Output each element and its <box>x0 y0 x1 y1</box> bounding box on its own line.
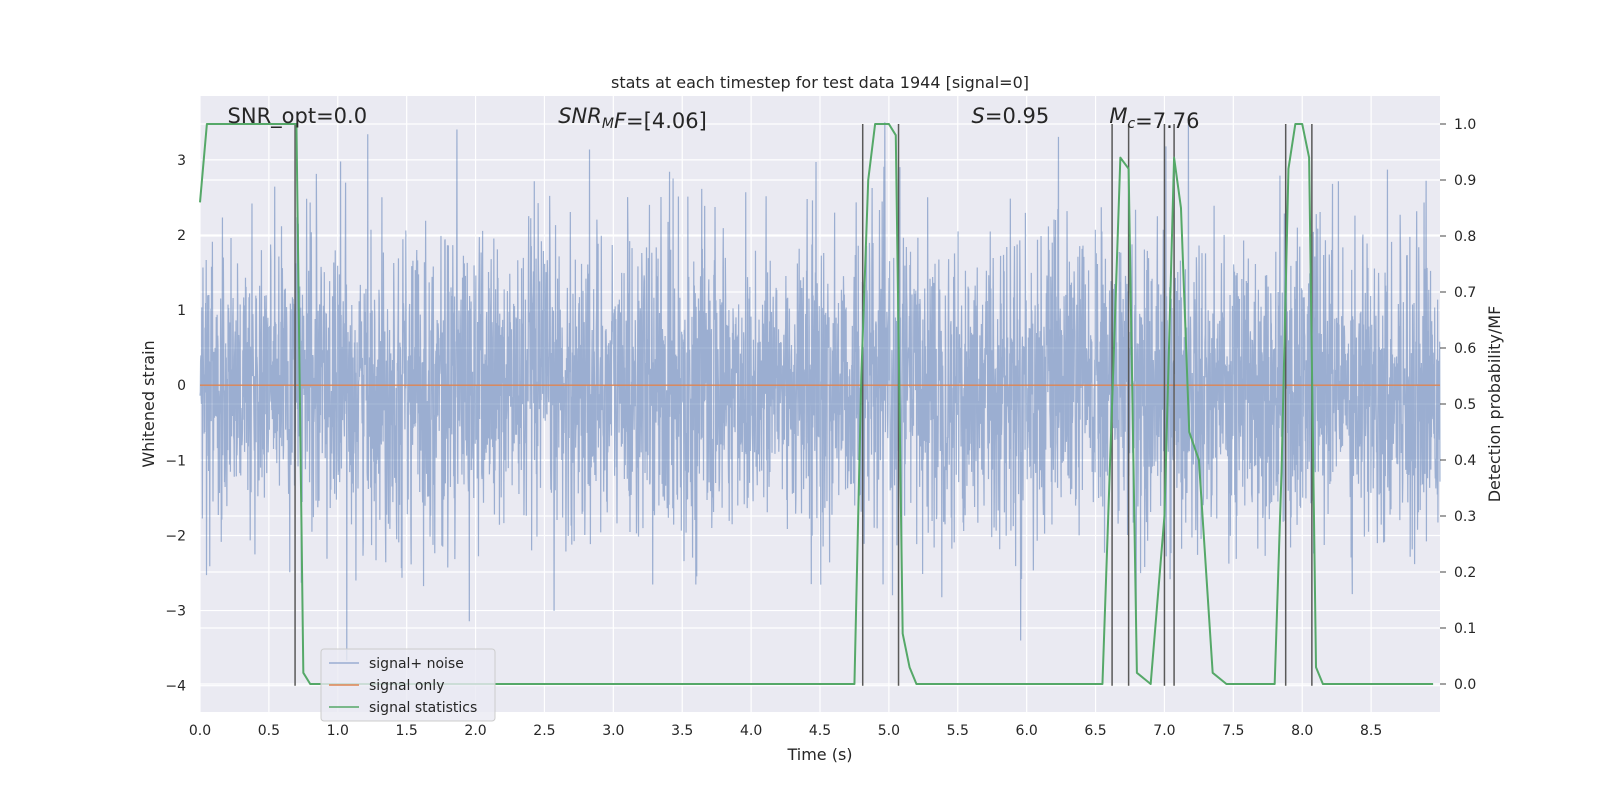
y-right-tick-label: 0.5 <box>1454 397 1476 413</box>
x-tick-label: 8.0 <box>1291 723 1313 739</box>
x-tick-label: 4.0 <box>740 723 762 739</box>
x-tick-label: 6.5 <box>1084 723 1106 739</box>
x-tick-label: 7.5 <box>1222 723 1244 739</box>
annotation-part: S <box>972 104 985 128</box>
annotation-part: =7.76 <box>1135 109 1199 133</box>
x-tick-label: 8.5 <box>1360 723 1382 739</box>
x-tick-label: 0.0 <box>189 723 211 739</box>
y-right-tick-label: 0.9 <box>1454 173 1476 189</box>
y-left-tick-label: −3 <box>165 604 186 620</box>
legend-label-signal-statistics: signal statistics <box>369 700 477 716</box>
annotations: SNR_opt=0.0 SNRMF=[4.06] S=0.95 Mc=7.76 <box>228 104 1200 133</box>
y-left-tick-label: −4 <box>165 679 186 695</box>
x-tick-label: 4.5 <box>809 723 831 739</box>
annotation-part: M <box>602 116 614 132</box>
x-tick-label: 2.0 <box>464 723 486 739</box>
y-left-tick-label: 0 <box>177 378 186 394</box>
annotation-snr_opt: SNR_opt=0.0 <box>228 104 368 129</box>
signal-noise-line <box>199 122 1441 661</box>
series-signal-noise <box>199 122 1441 661</box>
x-tick-label: 3.0 <box>602 723 624 739</box>
x-tick-label: 7.0 <box>1153 723 1175 739</box>
annotation-part: =[4.06] <box>626 109 707 133</box>
y-axis-right-label: Detection probability/MF <box>1485 306 1504 503</box>
x-axis-label: Time (s) <box>786 745 852 764</box>
annotation-part: SNR_opt=0.0 <box>228 104 368 129</box>
x-tick-label: 1.5 <box>396 723 418 739</box>
y-axis-left-ticks: 3 2 1 0 −1 −2 −3 −4 <box>165 153 186 695</box>
y-left-tick-label: −1 <box>165 453 186 469</box>
y-right-tick-label: 0.0 <box>1454 677 1476 693</box>
y-axis-right-ticks: 1.0 0.9 0.8 0.7 0.6 0.5 0.4 0.3 0.2 0.1 0.0 <box>1440 117 1476 693</box>
annotation-s: S=0.95 <box>972 104 1050 128</box>
annotation-part: c <box>1127 116 1135 132</box>
legend-label-signal-noise: signal+ noise <box>369 656 464 672</box>
series-signal-statistics <box>199 123 1434 685</box>
x-tick-label: 6.0 <box>1016 723 1038 739</box>
y-right-tick-label: 0.4 <box>1454 453 1476 469</box>
x-tick-label: 0.5 <box>258 723 280 739</box>
legend: signal+ noise signal only signal statist… <box>320 648 496 722</box>
y-right-tick-label: 0.2 <box>1454 565 1476 581</box>
x-tick-label: 1.0 <box>327 723 349 739</box>
annotation-snr_mf: SNRMF=[4.06] <box>558 104 707 133</box>
legend-box <box>320 648 496 722</box>
annotation-mc: Mc=7.76 <box>1109 104 1199 133</box>
y-axis-left-label: Whitened strain <box>139 340 158 467</box>
x-tick-label: 5.5 <box>947 723 969 739</box>
y-left-tick-label: 2 <box>177 228 186 244</box>
y-left-tick-label: 3 <box>177 153 186 169</box>
annotation-part: SNR <box>558 104 602 128</box>
chart-title: stats at each timestep for test data 194… <box>611 73 1029 92</box>
y-right-tick-label: 0.8 <box>1454 229 1476 245</box>
y-right-tick-label: 0.6 <box>1454 341 1476 357</box>
annotation-part: =0.95 <box>985 104 1049 128</box>
signal-statistics-line <box>199 123 1434 685</box>
y-right-tick-label: 0.7 <box>1454 285 1476 301</box>
y-left-tick-label: −2 <box>165 528 186 544</box>
y-right-tick-label: 0.3 <box>1454 509 1476 525</box>
y-right-tick-label: 0.1 <box>1454 621 1476 637</box>
x-axis-ticks: 0.0 0.5 1.0 1.5 2.0 2.5 3.0 3.5 4.0 4.5 5.0 5.5 6.0 6… <box>189 723 1382 739</box>
x-tick-label: 3.5 <box>671 723 693 739</box>
x-tick-label: 5.0 <box>878 723 900 739</box>
x-tick-label: 2.5 <box>533 723 555 739</box>
y-left-tick-label: 1 <box>177 303 186 319</box>
y-right-tick-label: 1.0 <box>1454 117 1476 133</box>
legend-label-signal-only: signal only <box>369 678 444 694</box>
annotation-part: M <box>1109 104 1127 128</box>
annotation-part: F <box>614 109 627 133</box>
